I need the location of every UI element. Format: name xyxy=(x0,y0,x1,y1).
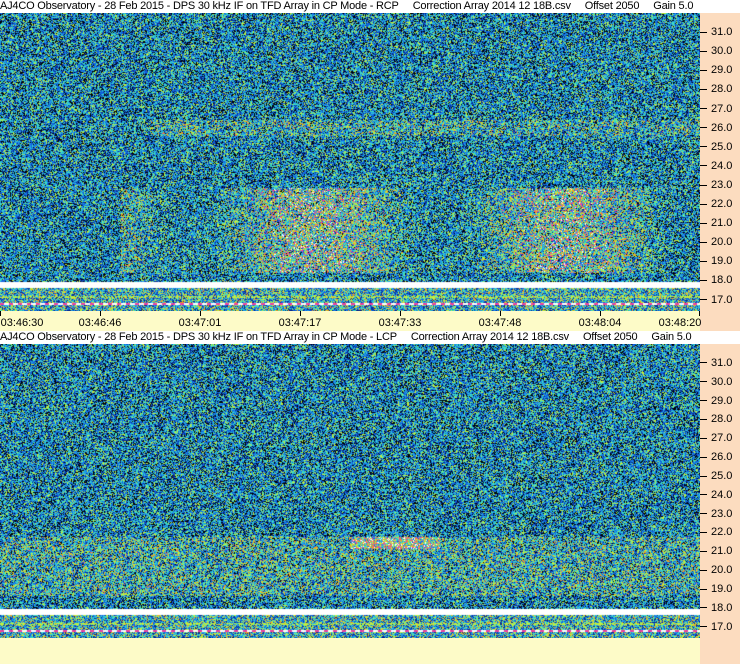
y-tick-label: 28.0 xyxy=(700,413,732,425)
x-tick-label: 03:48:04 xyxy=(578,317,622,329)
y-tick-label: 27.0 xyxy=(700,103,732,115)
rcp-correction-file: Correction Array 2014 12 18B.csv xyxy=(412,0,571,12)
y-tick-label: 24.0 xyxy=(700,489,732,501)
y-tick-label: 23.0 xyxy=(700,179,732,191)
x-tick-label: 03:46:46 xyxy=(78,317,122,329)
x-tick-label: 03:48:20 xyxy=(658,317,702,329)
lcp-offset: Offset 2050 xyxy=(582,331,638,343)
y-tick-label: 29.0 xyxy=(700,64,732,76)
y-tick-label: 21.0 xyxy=(700,545,732,557)
y-tick-label: 22.0 xyxy=(700,198,732,210)
x-tick-label: 03:46:30 xyxy=(0,317,44,329)
rcp-spectrogram xyxy=(0,13,700,311)
y-tick-label: 17.0 xyxy=(700,294,732,306)
y-tick-label: 22.0 xyxy=(700,526,732,538)
lcp-correction-file: Correction Array 2014 12 18B.csv xyxy=(410,331,569,343)
y-tick-label: 18.0 xyxy=(700,602,732,614)
rcp-frequency-axis: 31.0 30.0 29.0 28.0 27.0 26.0 25.0 24.0 23.0 22.0… xyxy=(700,13,740,311)
lcp-spectrogram xyxy=(0,344,700,638)
y-tick-label: 25.0 xyxy=(700,141,732,153)
time-axis: 03:46:30 03:46:46 03:47:01 03:47:17 03:47:33… xyxy=(0,311,740,331)
y-tick-label: 26.0 xyxy=(700,122,732,134)
header-spacer xyxy=(700,0,740,13)
x-tick-label: 03:47:33 xyxy=(378,317,422,329)
y-tick-label: 25.0 xyxy=(700,470,732,482)
y-tick-label: 28.0 xyxy=(700,83,732,95)
x-tick-mark xyxy=(300,311,301,316)
rcp-gain: Gain 5.0 xyxy=(653,0,694,12)
y-tick-label: 31.0 xyxy=(700,357,732,369)
y-tick-label: 31.0 xyxy=(700,26,732,38)
y-tick-label: 24.0 xyxy=(700,160,732,172)
rcp-title: AJ4CO Observatory - 28 Feb 2015 - DPS 30… xyxy=(0,0,399,12)
y-tick-label: 19.0 xyxy=(700,583,732,595)
y-tick-label: 27.0 xyxy=(700,432,732,444)
x-tick-mark xyxy=(699,311,700,316)
y-tick-label: 20.0 xyxy=(700,564,732,576)
y-tick-label: 21.0 xyxy=(700,217,732,229)
x-tick-label: 03:47:01 xyxy=(178,317,222,329)
lcp-header: AJ4CO Observatory - 28 Feb 2015 - DPS 30… xyxy=(0,331,700,344)
x-tick-label: 03:47:48 xyxy=(478,317,522,329)
y-tick-label: 29.0 xyxy=(700,395,732,407)
bottom-time-axis xyxy=(0,638,740,664)
rcp-offset: Offset 2050 xyxy=(584,0,640,12)
y-tick-label: 17.0 xyxy=(700,621,732,633)
x-tick-mark xyxy=(0,311,1,316)
x-tick-mark xyxy=(600,311,601,316)
header-spacer xyxy=(700,331,740,344)
lcp-title: AJ4CO Observatory - 28 Feb 2015 - DPS 30… xyxy=(0,331,397,343)
lcp-frequency-axis: 31.0 30.0 29.0 28.0 27.0 26.0 25.0 24.0 23.0 22.0… xyxy=(700,344,740,638)
x-tick-label: 03:47:17 xyxy=(278,317,322,329)
y-tick-label: 20.0 xyxy=(700,236,732,248)
y-tick-label: 18.0 xyxy=(700,274,732,286)
y-tick-label: 23.0 xyxy=(700,508,732,520)
y-tick-label: 30.0 xyxy=(700,376,732,388)
lcp-gain: Gain 5.0 xyxy=(651,331,692,343)
rcp-header: AJ4CO Observatory - 28 Feb 2015 - DPS 30… xyxy=(0,0,700,13)
y-tick-label: 19.0 xyxy=(700,255,732,267)
y-tick-label: 26.0 xyxy=(700,451,732,463)
x-tick-mark xyxy=(400,311,401,316)
x-tick-mark xyxy=(500,311,501,316)
x-tick-mark xyxy=(200,311,201,316)
x-tick-mark xyxy=(100,311,101,316)
y-tick-label: 30.0 xyxy=(700,45,732,57)
